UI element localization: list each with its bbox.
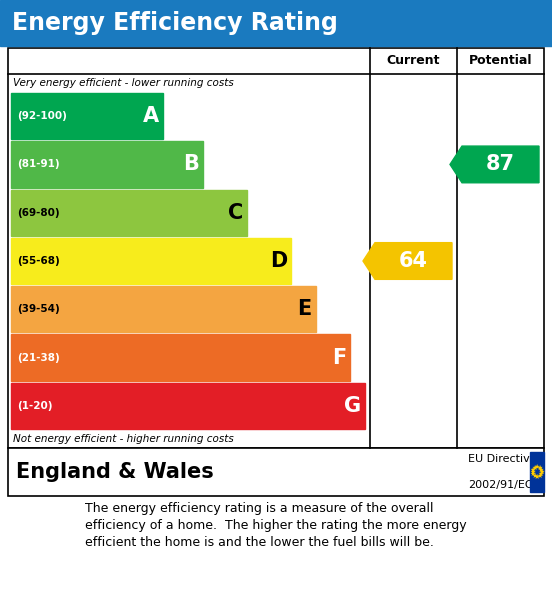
Text: Current: Current [387, 55, 440, 67]
Text: ★: ★ [529, 469, 535, 475]
Text: (21-38): (21-38) [17, 352, 60, 362]
Text: ★: ★ [534, 465, 540, 470]
Text: Energy Efficiency Rating: Energy Efficiency Rating [12, 11, 338, 35]
Text: (92-100): (92-100) [17, 111, 67, 121]
Text: (55-68): (55-68) [17, 256, 60, 266]
Bar [11, 286, 316, 332]
Bar [11, 238, 291, 284]
Bar [8, 48, 544, 448]
Text: 64: 64 [399, 251, 428, 271]
Text: (69-80): (69-80) [17, 208, 60, 218]
Text: England & Wales: England & Wales [16, 462, 214, 482]
Text: (1-20): (1-20) [17, 401, 52, 411]
Text: ★: ★ [538, 466, 544, 473]
Text: (81-91): (81-91) [17, 159, 60, 169]
Text: EU Directive: EU Directive [468, 454, 537, 464]
Text: ★: ★ [530, 471, 536, 478]
Text: ★: ★ [539, 469, 545, 475]
Bar [11, 189, 247, 236]
Text: Very energy efficient - lower running costs: Very energy efficient - lower running co… [13, 78, 233, 88]
Bar [530, 452, 544, 492]
Text: ★: ★ [538, 471, 544, 478]
Text: The energy efficiency rating is a measure of the overall
efficiency of a home.  : The energy efficiency rating is a measur… [85, 502, 467, 549]
Text: G: G [344, 396, 361, 416]
Bar [11, 335, 351, 381]
Text: ★: ★ [536, 465, 543, 471]
Text: 87: 87 [486, 154, 515, 175]
Text: Potential: Potential [469, 55, 532, 67]
Polygon shape [363, 243, 452, 280]
Text: C: C [228, 203, 243, 223]
Bar [0, 0, 552, 46]
Text: ★: ★ [532, 473, 538, 479]
Bar [11, 383, 365, 429]
Text: ★: ★ [536, 473, 543, 479]
Text: ★: ★ [534, 474, 540, 479]
Text: A: A [144, 106, 160, 126]
Text: F: F [332, 348, 346, 368]
Text: E: E [298, 299, 312, 319]
Text: B: B [183, 154, 199, 175]
Text: Not energy efficient - higher running costs: Not energy efficient - higher running co… [13, 434, 233, 444]
Bar [8, 448, 544, 496]
Text: ★: ★ [530, 466, 536, 473]
Bar [11, 141, 203, 188]
Text: (39-54): (39-54) [17, 304, 60, 314]
Polygon shape [450, 146, 539, 183]
Text: 2002/91/EC: 2002/91/EC [468, 480, 533, 490]
Text: ★: ★ [532, 465, 538, 471]
Bar [11, 93, 163, 139]
Text: D: D [270, 251, 287, 271]
